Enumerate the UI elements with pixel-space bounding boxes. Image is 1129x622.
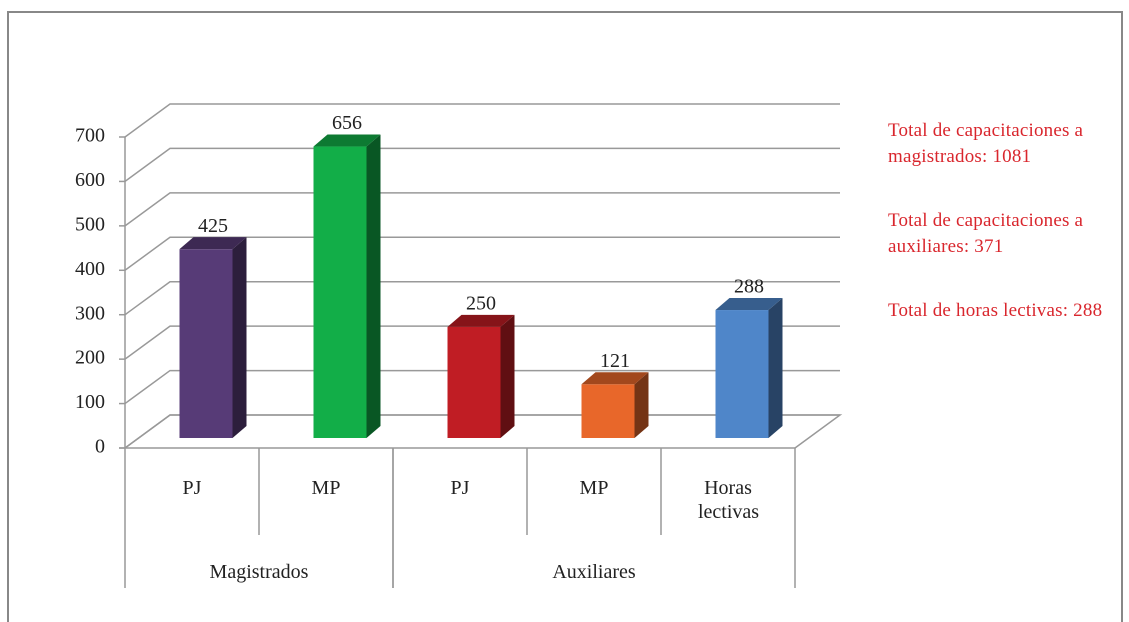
grid-line <box>124 192 840 227</box>
y-tick-label: 600 <box>75 169 105 191</box>
bar <box>179 249 233 438</box>
value-label: 425 <box>198 215 228 237</box>
bar-side <box>500 314 515 438</box>
frame <box>7 11 1123 622</box>
x-tick-label: PJ <box>450 477 470 499</box>
annotation: Total de capacitaciones a magistrados: 1… <box>888 118 1118 170</box>
y-tick-label: 100 <box>75 391 105 413</box>
annotation-value: 288 <box>1073 300 1103 321</box>
bar-top <box>447 314 515 327</box>
x-tick-label: MP <box>311 477 341 499</box>
value-label: 288 <box>734 276 764 298</box>
value-label: 250 <box>466 293 496 315</box>
y-tick-label: 0 <box>95 436 105 458</box>
bar-side <box>768 298 783 438</box>
grid-line <box>124 369 840 405</box>
grid-line <box>124 147 840 183</box>
y-tick-label: 400 <box>75 258 105 280</box>
annotation-value: 1081 <box>992 146 1032 167</box>
annotation-text: Total de horas lectivas: <box>888 300 1069 321</box>
x-tick-label: Horas lectivas <box>698 477 760 523</box>
value-label: 656 <box>332 112 362 134</box>
grid-line <box>124 280 840 316</box>
bar <box>447 326 501 438</box>
annotation-value: 371 <box>974 236 1004 257</box>
grid-line <box>124 103 840 138</box>
annotation: Total de capacitaciones a auxiliares: 37… <box>888 208 1118 260</box>
value-label: 121 <box>600 350 630 372</box>
bar <box>581 384 635 438</box>
y-tick-label: 300 <box>75 302 105 324</box>
bar <box>313 146 367 438</box>
annotation-text: Total de capacitaciones a magistrados: <box>888 120 1084 167</box>
annotation-text: Total de capacitaciones a auxiliares: <box>888 210 1084 257</box>
annotation: Total de horas lectivas: 288 <box>888 298 1118 324</box>
bar-top <box>179 237 247 250</box>
group-label: Auxiliares <box>552 561 636 583</box>
bar-side <box>634 372 649 438</box>
group-label: Magistrados <box>209 561 309 583</box>
bar-top <box>313 134 381 147</box>
bar <box>715 310 769 438</box>
y-tick-label: 500 <box>75 213 105 235</box>
grid-line <box>124 325 840 360</box>
y-tick-label: 200 <box>75 347 105 369</box>
bar-side <box>366 134 381 438</box>
y-tick-label: 700 <box>75 125 105 147</box>
x-tick-label: MP <box>579 477 609 499</box>
bar-top <box>581 372 649 385</box>
bar-side <box>232 237 247 438</box>
bar-top <box>715 298 783 311</box>
grid-line <box>124 236 840 271</box>
x-tick-label: PJ <box>182 477 202 499</box>
